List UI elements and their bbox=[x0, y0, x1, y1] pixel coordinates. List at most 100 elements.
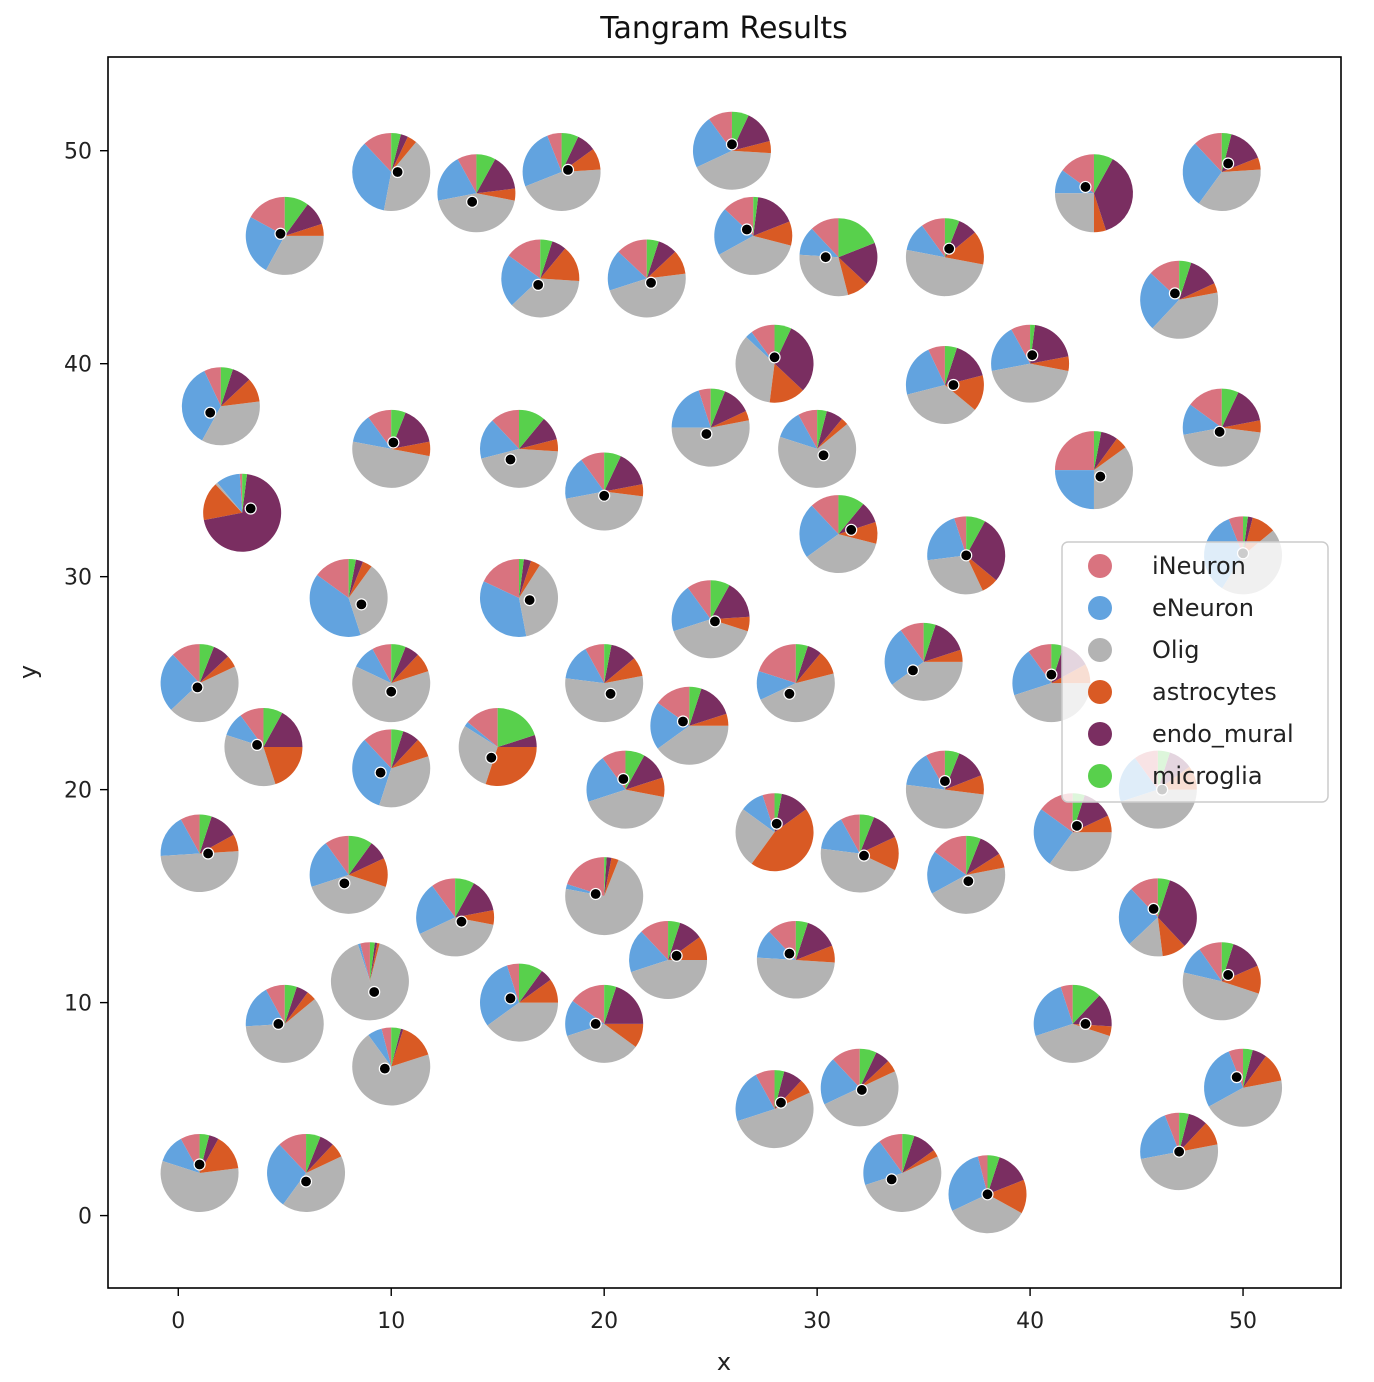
pie-marker bbox=[799, 218, 878, 297]
pie-slice-microglia bbox=[902, 1133, 915, 1173]
pie-slice-microglia bbox=[668, 921, 681, 961]
centroid-dot bbox=[981, 1188, 994, 1201]
pie-slice-endo_mural bbox=[838, 242, 878, 284]
pie-slice-Olig bbox=[565, 859, 644, 936]
legend-marker-Olig bbox=[1088, 638, 1112, 662]
pie-slice-Olig bbox=[565, 675, 644, 723]
pie-slice-Olig bbox=[630, 960, 708, 1000]
pie-slice-astrocytes bbox=[1157, 917, 1185, 957]
pie-marker bbox=[267, 1133, 346, 1212]
pie-marker bbox=[650, 686, 729, 765]
pie-slice-microglia bbox=[795, 921, 808, 961]
pie-slice-astrocytes bbox=[987, 1179, 1027, 1214]
pie-slice-Olig bbox=[820, 848, 896, 893]
legend-label-eNeuron: eNeuron bbox=[1152, 594, 1254, 622]
pie-marker bbox=[799, 495, 878, 574]
pie-marker bbox=[629, 921, 708, 1000]
centroid-dot bbox=[272, 1017, 285, 1031]
pie-slice-eNeuron bbox=[1182, 143, 1222, 204]
pie-slice-microglia bbox=[242, 473, 248, 513]
pie-slice-iNeuron bbox=[1060, 984, 1073, 1024]
pie-slice-microglia bbox=[519, 963, 542, 1003]
pie-slice-astrocytes bbox=[1093, 193, 1107, 233]
pie-slice-microglia bbox=[689, 686, 702, 726]
pie-slice-Olig bbox=[588, 789, 664, 829]
centroid-dot bbox=[725, 138, 739, 151]
pie-slice-endo_mural bbox=[710, 391, 746, 428]
pie-slice-iNeuron bbox=[833, 1048, 860, 1088]
centroid-dot bbox=[700, 427, 713, 441]
centroid-dot bbox=[845, 523, 858, 536]
pie-slice-astrocytes bbox=[203, 484, 243, 521]
pie-slice-microglia bbox=[1093, 154, 1113, 194]
pie-marker bbox=[927, 516, 1006, 595]
legend-box bbox=[1061, 541, 1329, 803]
pie-slice-iNeuron bbox=[467, 708, 498, 748]
pie-slice-eNeuron bbox=[352, 739, 392, 806]
pie-slice-eNeuron bbox=[756, 671, 796, 700]
pie-slice-endo_mural bbox=[987, 1157, 1024, 1195]
pie-slice-microglia bbox=[710, 388, 726, 428]
pie-slice-endo_mural bbox=[519, 418, 557, 449]
pie-slice-Olig bbox=[824, 1071, 899, 1127]
pie-slice-endo_mural bbox=[284, 204, 322, 236]
pie-slice-endo_mural bbox=[795, 646, 821, 684]
pie-slice-astrocytes bbox=[604, 658, 643, 684]
pie-slice-astrocytes bbox=[1221, 420, 1261, 433]
pie-slice-eNeuron bbox=[565, 459, 605, 499]
pie-slice-Olig bbox=[737, 1092, 814, 1149]
legend-marker-astrocytes bbox=[1088, 680, 1112, 704]
pie-slice-astrocytes bbox=[1030, 356, 1070, 371]
pie-slice-iNeuron bbox=[364, 729, 392, 769]
pie-slice-endo_mural bbox=[1179, 1113, 1206, 1152]
centroid-dot bbox=[774, 1096, 788, 1109]
pie-slice-iNeuron bbox=[265, 984, 285, 1024]
pie-slice-Olig bbox=[609, 273, 686, 318]
pie-slice-astrocytes bbox=[753, 221, 793, 246]
centroid-dot bbox=[589, 887, 602, 901]
pie-slice-iNeuron bbox=[900, 622, 924, 662]
pie-slice-astrocytes bbox=[902, 1150, 938, 1173]
pie-slice-eNeuron bbox=[479, 965, 519, 1026]
pie-slice-eNeuron bbox=[565, 648, 605, 684]
pie-slice-astrocytes bbox=[838, 257, 867, 295]
pie-slice-eNeuron bbox=[742, 795, 775, 833]
pie-slice-endo_mural bbox=[1157, 880, 1197, 946]
pie-slice-endo_mural bbox=[604, 644, 635, 684]
pie-slice-Olig bbox=[283, 1156, 346, 1212]
pie-marker bbox=[735, 324, 814, 403]
pie-marker bbox=[607, 239, 686, 318]
pie-slice-endo_mural bbox=[966, 521, 1006, 581]
pie-slice-iNeuron bbox=[687, 580, 711, 620]
pie-slice-iNeuron bbox=[508, 239, 541, 279]
pie-slice-microglia bbox=[859, 1048, 877, 1088]
legend-marker-eNeuron bbox=[1088, 596, 1112, 620]
pie-marker bbox=[820, 1048, 899, 1127]
pie-marker bbox=[203, 473, 282, 552]
pie-slice-astrocytes bbox=[859, 1061, 896, 1088]
pie-marker bbox=[735, 1070, 814, 1149]
pie-slice-eNeuron bbox=[160, 819, 200, 856]
centroid-dot bbox=[598, 489, 611, 502]
pie-slice-eNeuron bbox=[437, 159, 477, 201]
pie-slice-astrocytes bbox=[220, 379, 260, 407]
pie-marker bbox=[1182, 388, 1261, 467]
centroid-dot bbox=[906, 664, 920, 677]
pie-slice-eNeuron bbox=[226, 715, 264, 748]
x-axis-label: x bbox=[717, 1348, 731, 1376]
pie-slice-microglia bbox=[966, 835, 981, 875]
centroid-dot bbox=[466, 195, 479, 208]
pie-marker bbox=[245, 984, 324, 1063]
pie-marker bbox=[565, 984, 644, 1063]
pie-slice-endo_mural bbox=[455, 883, 494, 918]
pie-slice-eNeuron bbox=[820, 1059, 860, 1105]
pie-slice-Olig bbox=[419, 917, 494, 957]
pie-slice-endo_mural bbox=[203, 474, 282, 552]
pie-slice-endo_mural bbox=[497, 734, 537, 748]
centroid-dot bbox=[1147, 902, 1160, 916]
pie-slice-Olig bbox=[311, 874, 386, 914]
pie-slice-Olig bbox=[352, 1034, 431, 1106]
pie-slice-eNeuron bbox=[352, 143, 392, 211]
pie-slice-Olig bbox=[1129, 917, 1163, 957]
pie-slice-astrocytes bbox=[923, 649, 963, 662]
